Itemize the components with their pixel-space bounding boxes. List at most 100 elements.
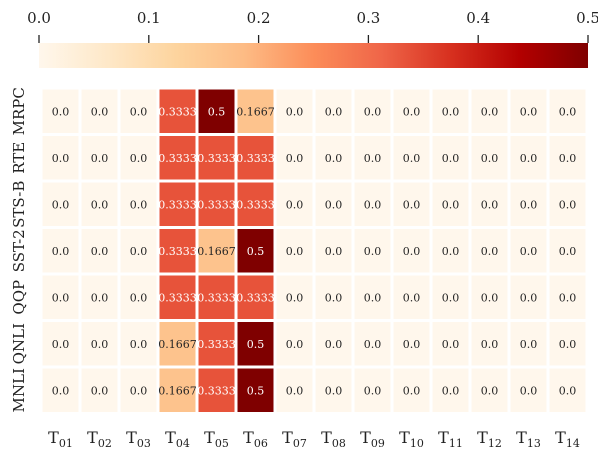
cell-value-label: 0.0 [442,291,460,304]
heatmap-cell [432,275,469,319]
cell-value-label: 0.0 [325,338,343,351]
heatmap-cell [354,182,391,226]
heatmap-cell [510,229,547,273]
cell-value-label: 0.0 [286,291,304,304]
row-label: RTE [10,142,28,174]
cell-value-label: 0.0 [286,105,304,118]
cell-value-label: 0.0 [325,291,343,304]
heatmap-cell [432,182,469,226]
heatmap-cell [354,89,391,133]
cell-value-label: 0.0 [130,291,148,304]
heatmap-cell [198,229,235,273]
heatmap-cell [315,229,352,273]
heatmap-cell [198,89,235,133]
colorbar-gradient [39,43,588,68]
colorbar: 0.0 0.1 0.2 0.3 0.4 0.5 [27,9,598,68]
cell-value-label: 0.0 [559,338,577,351]
cell-value-label: 0.0 [52,105,70,118]
cell-value-label: 0.0 [481,152,499,165]
cell-value-label: 0.0 [520,105,538,118]
heatmap-cell [549,136,586,180]
heatmap-cell [510,275,547,319]
cell-value-label: 0.0 [130,245,148,258]
heatmap-cell [471,368,508,412]
cell-value-label: 0.0 [520,245,538,258]
cell-value-label: 0.0 [52,291,70,304]
cell-value-label: 0.0 [130,338,148,351]
cell-value-label: 0.0 [403,245,421,258]
cell-value-label: 0.1667 [236,105,275,118]
column-label: T12 [477,428,502,450]
cell-value-label: 0.0 [325,384,343,397]
cell-value-label: 0.0 [286,152,304,165]
cell-value-label: 0.3333 [158,105,197,118]
heatmap-cell [159,275,196,319]
column-label: T13 [516,428,541,450]
column-label: T07 [282,428,307,450]
heatmap-cell [354,275,391,319]
column-label: T10 [399,428,424,450]
heatmap-cell [471,136,508,180]
cell-value-label: 0.0 [286,198,304,211]
cell-value-label: 0.0 [91,291,109,304]
cell-value-label: 0.3333 [197,152,236,165]
cell-value-label: 0.0 [91,105,109,118]
heatmap-cell [471,89,508,133]
heatmap-cell [393,322,430,366]
cell-value-label: 0.0 [442,198,460,211]
column-label: T06 [243,428,268,450]
column-label: T04 [165,428,190,450]
cell-value-label: 0.0 [91,384,109,397]
cell-value-label: 0.0 [442,245,460,258]
heatmap-cell [81,182,118,226]
column-label: T05 [204,428,229,450]
heatmap-cell [237,136,274,180]
cell-value-label: 0.0 [286,384,304,397]
heatmap-cell [549,275,586,319]
cell-value-label: 0.3333 [197,384,236,397]
heatmap-cell [393,136,430,180]
heatmap-cell [276,136,313,180]
heatmap-cell [198,322,235,366]
heatmap-cell [315,136,352,180]
heatmap-cell [510,136,547,180]
heatmap-cell [237,368,274,412]
cell-value-label: 0.0 [364,198,382,211]
column-label: T11 [438,428,463,450]
cell-value-label: 0.0 [130,152,148,165]
heatmap-cell [159,229,196,273]
heatmap-cell [315,368,352,412]
heatmap-cell [276,229,313,273]
row-label: MRPC [10,87,28,135]
cell-value-label: 0.0 [325,152,343,165]
row-label: QNLI [10,323,28,364]
cell-value-label: 0.5 [247,338,265,351]
heatmap-cell [549,322,586,366]
colorbar-tick-label: 0.1 [137,9,161,27]
heatmap-cell [393,229,430,273]
cell-value-label: 0.1667 [158,384,197,397]
cell-value-label: 0.0 [403,198,421,211]
heatmap-cell [393,275,430,319]
cell-value-label: 0.3333 [236,291,275,304]
heatmap-cell [315,322,352,366]
column-label: T14 [555,428,580,450]
colorbar-tick-label: 0.0 [27,9,51,27]
heatmap-cell [276,322,313,366]
cell-value-label: 0.0 [325,105,343,118]
heatmap-cell [198,368,235,412]
heatmap-cell [120,322,157,366]
cell-value-label: 0.0 [52,338,70,351]
heatmap-cell [198,275,235,319]
cell-value-label: 0.1667 [158,338,197,351]
heatmap-cell [276,89,313,133]
heatmap-cells: 0.0 0.0 0.0 0.3333 0.5 0.1667 0.0 0.0 0.0 0.0 0.0 0… [42,89,586,412]
cell-value-label: 0.0 [91,245,109,258]
heatmap-cell [159,89,196,133]
cell-value-label: 0.0 [481,245,499,258]
heatmap-cell [315,275,352,319]
cell-value-label: 0.0 [286,338,304,351]
cell-value-label: 0.3333 [158,152,197,165]
heatmap-cell [393,368,430,412]
